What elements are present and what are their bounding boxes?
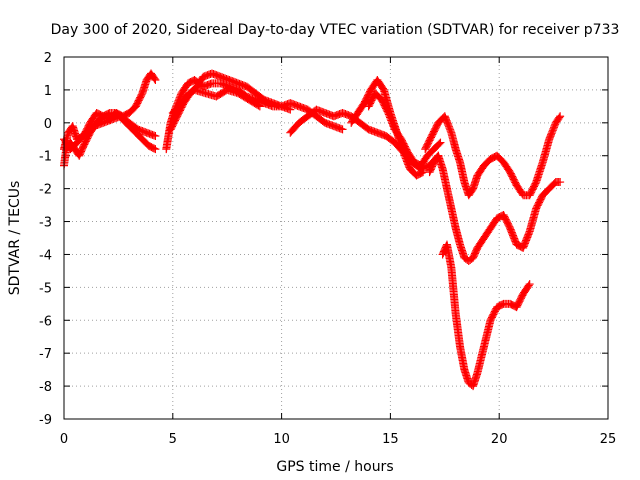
- data-points: [60, 69, 565, 391]
- y-tick-label: -6: [39, 314, 52, 329]
- data-series: [166, 69, 295, 134]
- data-point: [286, 105, 295, 114]
- data-point: [524, 281, 533, 290]
- y-tick-label: 0: [44, 117, 52, 132]
- y-tick-label: -7: [39, 347, 52, 362]
- y-tick-label: -3: [39, 216, 52, 231]
- data-series: [421, 112, 565, 200]
- y-tick-label: -1: [39, 150, 52, 165]
- data-series: [364, 89, 445, 170]
- data-series: [162, 76, 347, 154]
- x-tick-label: 10: [273, 432, 290, 447]
- x-tick-label: 25: [600, 432, 617, 447]
- data-point: [151, 76, 160, 85]
- data-series: [438, 240, 534, 391]
- data-point: [151, 131, 160, 140]
- y-tick-label: -9: [39, 413, 52, 428]
- data-series: [60, 112, 160, 154]
- chart-title: Day 300 of 2020, Sidereal Day-to-day VTE…: [51, 22, 620, 38]
- data-point: [151, 145, 160, 154]
- data-point: [417, 168, 426, 177]
- x-axis-label: GPS time / hours: [276, 459, 393, 475]
- plot-frame: [63, 56, 609, 420]
- data-point: [525, 280, 534, 289]
- y-tick-label: 1: [44, 84, 52, 99]
- data-point: [150, 144, 159, 153]
- data-point: [150, 74, 159, 83]
- y-tick-label: 2: [44, 51, 52, 66]
- x-tick-label: 0: [60, 432, 68, 447]
- data-series: [425, 151, 565, 266]
- x-tick-label: 20: [491, 432, 508, 447]
- data-point: [255, 102, 264, 111]
- data-series: [168, 85, 264, 117]
- data-point: [435, 139, 444, 148]
- x-tick-label: 15: [382, 432, 399, 447]
- x-tick-label: 5: [169, 432, 177, 447]
- y-tick-label: -8: [39, 380, 52, 395]
- data-point: [556, 112, 565, 121]
- data-point: [436, 138, 445, 147]
- data-point: [254, 101, 263, 110]
- data-point: [338, 125, 347, 134]
- data-point: [556, 178, 565, 187]
- grid: [64, 57, 608, 419]
- y-tick-label: -4: [39, 248, 52, 263]
- y-tick-label: -2: [39, 183, 52, 198]
- y-tick-label: -5: [39, 281, 52, 296]
- y-axis-label: SDTVAR / TECUs: [7, 181, 23, 296]
- data-point: [555, 113, 564, 122]
